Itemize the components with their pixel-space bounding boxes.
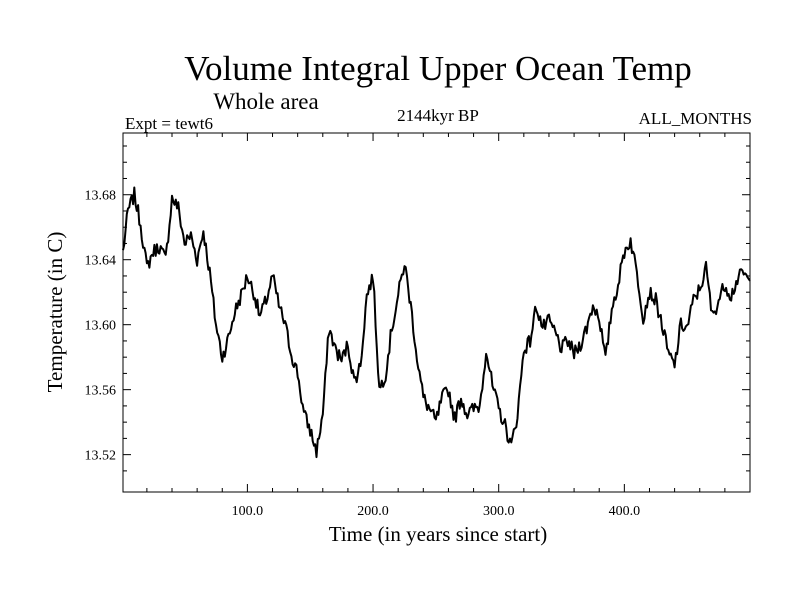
y-tick-label: 13.60 — [85, 319, 117, 334]
months-label: ALL_MONTHS — [639, 109, 752, 128]
plot-frame — [122, 132, 751, 493]
experiment-label: Expt = tewt6 — [125, 114, 213, 133]
y-tick-label: 13.64 — [85, 254, 117, 269]
y-tick-label: 13.56 — [85, 384, 117, 399]
x-axis-label: Time (in years since start) — [329, 522, 548, 546]
x-tick-label: 400.0 — [609, 504, 641, 519]
x-tick-label: 100.0 — [232, 504, 264, 519]
y-tick-label: 13.52 — [85, 449, 117, 464]
x-axis-ticks: 100.0 200.0 300.0 400.0 — [146, 133, 726, 519]
chart-subtitle: Whole area — [213, 89, 318, 114]
period-label: 2144kyr BP — [397, 106, 479, 125]
x-tick-label: 200.0 — [357, 504, 389, 519]
plot-area: 100.0 200.0 300.0 400.0 13.52 13.56 13.60 13.6… — [85, 132, 751, 519]
y-axis-label: Temperature (in C) — [43, 232, 67, 393]
chart-title: Volume Integral Upper Ocean Temp — [184, 49, 691, 88]
y-axis-ticks: 13.52 13.56 13.60 13.64 13.68 — [85, 145, 750, 472]
series-line — [122, 186, 751, 459]
y-tick-label: 13.68 — [85, 189, 117, 204]
x-tick-label: 300.0 — [483, 504, 515, 519]
